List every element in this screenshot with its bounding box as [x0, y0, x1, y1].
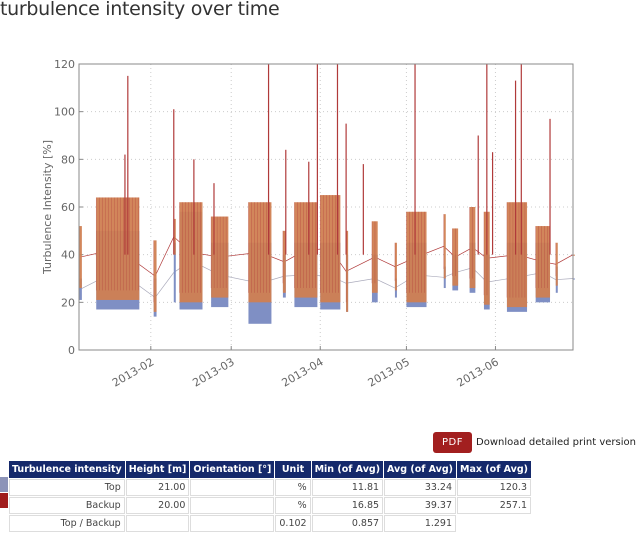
backup-period: [282, 230, 286, 293]
top-period: [573, 278, 575, 280]
y-tick-label: 120: [54, 58, 75, 71]
cell: 120.3: [457, 479, 531, 496]
backup-period: [294, 202, 318, 298]
cell: [190, 497, 275, 514]
cell: 20.00: [125, 497, 190, 514]
y-tick-label: 100: [54, 106, 75, 119]
backup-period: [173, 218, 176, 255]
cell: [190, 479, 275, 496]
backup-period: [211, 216, 229, 298]
download-row: PDF Download detailed print version: [433, 432, 636, 453]
cell: 21.00: [125, 479, 190, 496]
y-tick-label: 20: [61, 296, 75, 309]
col-header: Max (of Avg): [457, 461, 531, 478]
backup-period: [394, 242, 397, 291]
x-tick-label: 2013-04: [279, 355, 325, 389]
backup-period: [555, 242, 558, 286]
table-row: Top 21.00 % 11.81 33.24 120.3: [9, 479, 531, 496]
backup-period: [248, 202, 272, 303]
cell: 39.37: [384, 497, 457, 514]
y-tick-label: 40: [61, 249, 75, 262]
col-header: Height [m]: [125, 461, 190, 478]
pdf-button[interactable]: PDF: [433, 432, 473, 453]
plot-frame: [78, 63, 574, 351]
cell: 11.81: [311, 479, 384, 496]
x-tick-label: 2013-03: [190, 355, 236, 389]
backup-period: [179, 202, 203, 303]
backup-period: [443, 214, 446, 279]
backup-period: [535, 226, 551, 298]
page-title: turbulence intensity over time: [0, 0, 280, 20]
top-period: [173, 242, 176, 303]
cell: 16.85: [311, 497, 384, 514]
y-tick-label: 0: [68, 344, 75, 357]
cell: 33.24: [384, 479, 457, 496]
col-header: Unit: [275, 461, 311, 478]
y-axis-label: Turbulence Intensity [%]: [41, 140, 54, 275]
cell: 257.1: [457, 497, 531, 514]
y-tick-label: 80: [61, 153, 75, 166]
data-periods: [78, 195, 575, 324]
download-link[interactable]: Download detailed print version: [476, 437, 636, 448]
table-row: Backup 20.00 % 16.85 39.37 257.1: [9, 497, 531, 514]
col-header: Avg (of Avg): [384, 461, 457, 478]
backup-period: [573, 254, 575, 256]
statistics-table: Turbulence intensity Height [m] Orientat…: [8, 460, 532, 533]
legend-swatch-backup: [0, 493, 8, 508]
cell: Backup: [9, 497, 125, 514]
y-tick-label: 60: [61, 201, 75, 214]
cell: %: [275, 497, 311, 514]
backup-period: [153, 240, 157, 312]
cell: Top: [9, 479, 125, 496]
backup-period: [346, 230, 349, 312]
col-header: Orientation [°]: [190, 461, 275, 478]
x-tick-label: 2013-02: [110, 355, 156, 389]
x-tick-label: 2013-06: [455, 355, 501, 389]
y-ticks: 0 20 40 60 80 100 120: [54, 58, 75, 357]
cell: %: [275, 479, 311, 496]
backup-period: [79, 226, 82, 289]
data-spikes: [124, 64, 551, 255]
top-period: [79, 278, 82, 300]
legend-swatch-top: [0, 477, 8, 492]
x-ticks: 2013-02 2013-03 2013-04 2013-05 2013-06: [110, 355, 501, 389]
col-header: Turbulence intensity: [9, 461, 125, 478]
col-header: Min (of Avg): [311, 461, 384, 478]
backup-period: [96, 197, 140, 300]
x-tick-label: 2013-05: [366, 355, 412, 389]
